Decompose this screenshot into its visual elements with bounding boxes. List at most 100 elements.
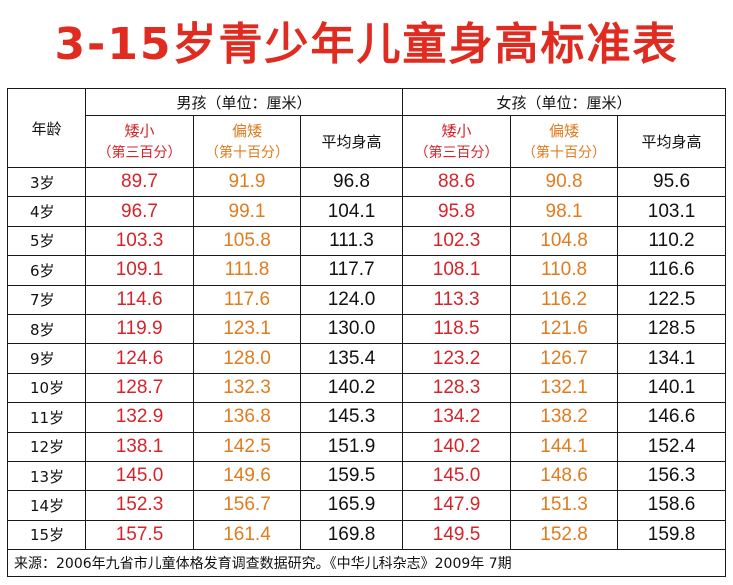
girls-avg-cell: 134.1 xyxy=(617,343,727,374)
boys-lower-cell: 149.6 xyxy=(193,460,301,492)
boys-lower-cell: 156.7 xyxy=(193,490,301,521)
girls-lower-cell: 126.7 xyxy=(510,343,619,374)
boys-short-cell: 119.9 xyxy=(85,313,194,345)
height-table: 年龄 男孩（单位：厘米） 女孩（单位：厘米） 矮小 （第三百分） 偏矮 （第十百… xyxy=(6,88,727,578)
girls-short-cell: 113.3 xyxy=(402,284,512,315)
girls-lower-cell: 132.1 xyxy=(510,372,619,404)
boys-avg-cell: 117.7 xyxy=(299,255,404,286)
girls-avg-cell: 103.1 xyxy=(617,196,727,227)
boys-header: 男孩（单位：厘米） xyxy=(84,88,404,116)
source-note: 来源：2006年九省市儿童体格发育调查数据研究。《中华儿科杂志》2009年 7期 xyxy=(6,549,727,578)
girls-lower-cell: 138.2 xyxy=(510,402,619,433)
lower-label: 偏矮 xyxy=(231,121,262,140)
age-header: 年龄 xyxy=(7,88,86,168)
boys-lower-cell: 128.0 xyxy=(193,343,301,374)
boys-avg-cell: 96.8 xyxy=(299,166,404,198)
boys-avg-cell: 159.5 xyxy=(299,460,404,492)
boys-short-header: 矮小 （第三百分） xyxy=(85,115,194,168)
girls-avg-cell: 128.5 xyxy=(617,313,727,345)
girls-avg-cell: 146.6 xyxy=(617,402,727,433)
girls-short-cell: 145.0 xyxy=(402,460,512,492)
girls-avg-cell: 152.4 xyxy=(617,431,727,462)
table-row: 13岁 145.0 149.6 159.5 145.0 148.6 156.3 xyxy=(7,460,727,492)
age-cell: 13岁 xyxy=(7,460,86,492)
girls-short-cell: 102.3 xyxy=(402,225,512,257)
table-row: 14岁 152.3 156.7 165.9 147.9 151.3 158.6 xyxy=(7,490,727,521)
short-sub-label: （第三百分） xyxy=(414,144,499,161)
boys-avg-cell: 151.9 xyxy=(299,431,404,462)
girls-lower-cell: 144.1 xyxy=(510,431,619,462)
boys-lower-cell: 161.4 xyxy=(193,519,301,551)
table-row: 15岁 157.5 161.4 169.8 149.5 152.8 159.8 xyxy=(7,519,727,551)
boys-avg-cell: 140.2 xyxy=(299,372,404,404)
girls-avg-cell: 110.2 xyxy=(617,225,727,257)
boys-avg-cell: 124.0 xyxy=(299,284,404,315)
boys-lower-cell: 136.8 xyxy=(193,402,301,433)
boys-short-cell: 157.5 xyxy=(85,519,194,551)
boys-avg-cell: 104.1 xyxy=(299,196,404,227)
boys-lower-header: 偏矮 （第十百分） xyxy=(193,115,301,168)
lower-sub-label: （第十百分） xyxy=(205,144,289,161)
boys-short-cell: 128.7 xyxy=(85,372,194,404)
boys-lower-cell: 91.9 xyxy=(193,166,301,198)
table-row: 7岁 114.6 117.6 124.0 113.3 116.2 122.5 xyxy=(7,284,727,315)
boys-short-cell: 114.6 xyxy=(85,284,194,315)
girls-avg-cell: 156.3 xyxy=(617,460,727,492)
boys-short-cell: 109.1 xyxy=(85,255,194,286)
age-cell: 11岁 xyxy=(7,402,86,433)
table-row: 10岁 128.7 132.3 140.2 128.3 132.1 140.1 xyxy=(7,372,727,404)
age-cell: 9岁 xyxy=(7,343,86,374)
boys-lower-cell: 142.5 xyxy=(193,431,301,462)
girls-lower-cell: 151.3 xyxy=(510,490,619,521)
boys-lower-cell: 105.8 xyxy=(193,225,301,257)
girls-lower-cell: 104.8 xyxy=(510,225,619,257)
age-cell: 14岁 xyxy=(7,490,86,521)
girls-avg-cell: 116.6 xyxy=(617,255,727,286)
girls-avg-cell: 122.5 xyxy=(617,284,727,315)
table-row: 12岁 138.1 142.5 151.9 140.2 144.1 152.4 xyxy=(7,431,727,462)
table-row: 11岁 132.9 136.8 145.3 134.2 138.2 146.6 xyxy=(7,402,727,433)
age-cell: 7岁 xyxy=(7,284,86,315)
boys-lower-cell: 111.8 xyxy=(193,255,301,286)
girls-lower-cell: 116.2 xyxy=(510,284,619,315)
age-cell: 3岁 xyxy=(7,166,86,198)
table-row: 9岁 124.6 128.0 135.4 123.2 126.7 134.1 xyxy=(7,343,727,374)
age-cell: 8岁 xyxy=(7,313,86,345)
girls-short-cell: 108.1 xyxy=(402,255,512,286)
girls-lower-cell: 148.6 xyxy=(510,460,619,492)
girls-short-header: 矮小 （第三百分） xyxy=(402,115,512,168)
girls-short-cell: 140.2 xyxy=(402,431,512,462)
boys-short-cell: 132.9 xyxy=(85,402,194,433)
girls-short-cell: 88.6 xyxy=(402,166,512,198)
girls-short-cell: 118.5 xyxy=(402,313,512,345)
boys-avg-cell: 145.3 xyxy=(299,402,404,433)
short-sub-label: （第三百分） xyxy=(97,144,182,161)
boys-avg-cell: 169.8 xyxy=(299,519,404,551)
boys-short-cell: 152.3 xyxy=(85,490,194,521)
page-title: 3-15岁青少年儿童身高标准表 xyxy=(54,19,679,70)
girls-lower-cell: 90.8 xyxy=(510,166,619,198)
boys-lower-cell: 132.3 xyxy=(193,372,301,404)
boys-short-cell: 96.7 xyxy=(85,196,194,227)
girls-short-cell: 128.3 xyxy=(402,372,512,404)
table-row: 3岁 89.7 91.9 96.8 88.6 90.8 95.6 xyxy=(7,166,727,198)
girls-lower-header: 偏矮 （第十百分） xyxy=(510,115,619,168)
boys-avg-cell: 165.9 xyxy=(299,490,404,521)
girls-lower-cell: 98.1 xyxy=(510,196,619,227)
boys-avg-cell: 130.0 xyxy=(299,313,404,345)
age-cell: 15岁 xyxy=(7,519,86,551)
boys-lower-cell: 99.1 xyxy=(193,196,301,227)
age-cell: 4岁 xyxy=(7,196,86,227)
girls-avg-cell: 95.6 xyxy=(617,166,727,198)
girls-short-cell: 95.8 xyxy=(402,196,512,227)
age-cell: 6岁 xyxy=(7,255,86,286)
girls-lower-cell: 121.6 xyxy=(510,313,619,345)
boys-short-cell: 138.1 xyxy=(85,431,194,462)
age-cell: 12岁 xyxy=(7,431,86,462)
age-cell: 10岁 xyxy=(7,372,86,404)
short-label: 矮小 xyxy=(441,121,472,140)
short-label: 矮小 xyxy=(124,121,155,140)
boys-lower-cell: 123.1 xyxy=(193,313,301,345)
boys-short-cell: 145.0 xyxy=(85,460,194,492)
girls-avg-cell: 158.6 xyxy=(617,490,727,521)
